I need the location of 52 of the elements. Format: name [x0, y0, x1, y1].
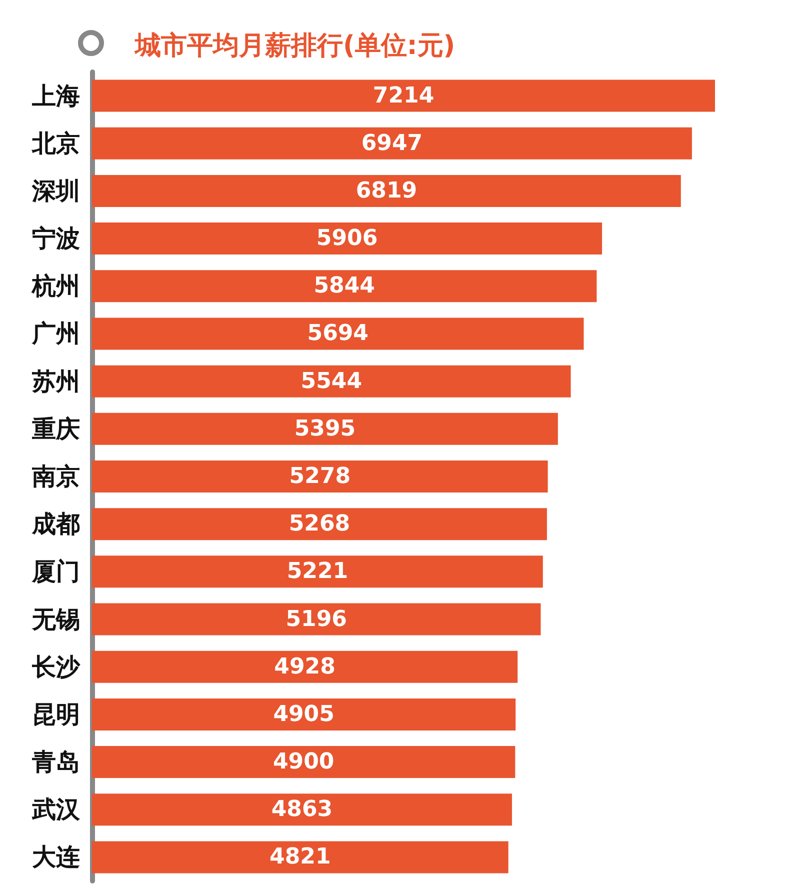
y-tick-label: 宁波 — [32, 224, 80, 253]
data-label: 7214 — [372, 83, 434, 108]
data-label: 5278 — [289, 464, 351, 489]
bar — [92, 794, 512, 826]
y-tick-label: 无锡 — [31, 605, 80, 634]
bar — [92, 508, 547, 540]
y-tick-label: 苏州 — [31, 367, 80, 396]
bar — [92, 318, 584, 350]
bar — [92, 222, 602, 255]
data-label: 4900 — [272, 750, 334, 775]
data-label: 5694 — [307, 321, 368, 346]
data-label: 5395 — [294, 416, 356, 442]
bar — [92, 603, 541, 636]
data-label: 6819 — [356, 178, 418, 204]
y-tick-label: 厦门 — [31, 558, 80, 586]
bar — [92, 412, 558, 445]
bar — [92, 698, 516, 730]
y-tick-label: 北京 — [31, 129, 80, 158]
data-label: 5844 — [314, 274, 375, 299]
y-tick-label: 长沙 — [31, 652, 81, 681]
y-tick-label: 上海 — [31, 82, 80, 110]
y-tick-label: 青岛 — [31, 748, 80, 776]
data-label: 5196 — [286, 606, 347, 632]
y-tick-label: 昆明 — [32, 700, 80, 728]
bar — [92, 127, 692, 160]
data-label: 5221 — [286, 559, 348, 584]
y-tick-label: 重庆 — [31, 414, 80, 443]
y-tick-label: 深圳 — [31, 176, 80, 205]
y-tick-label: 大连 — [32, 843, 80, 872]
y-tick-label: 杭州 — [31, 272, 80, 300]
y-tick-label: 广州 — [31, 320, 80, 348]
data-label: 4821 — [270, 844, 331, 870]
bar — [92, 650, 518, 683]
data-label: 4863 — [271, 797, 333, 822]
bar — [92, 174, 681, 207]
data-label: 5544 — [300, 368, 362, 394]
bar — [92, 270, 597, 302]
bar — [92, 746, 516, 778]
bar — [92, 365, 571, 398]
data-label: 5268 — [288, 512, 350, 537]
data-label: 4905 — [273, 702, 334, 727]
bar — [92, 556, 543, 588]
y-tick-label: 南京 — [31, 462, 80, 490]
data-label: 6947 — [361, 130, 423, 156]
data-label: 4928 — [274, 654, 336, 680]
bar — [92, 841, 508, 874]
bar — [92, 80, 715, 112]
data-label: 5906 — [316, 226, 378, 252]
y-tick-label: 成都 — [31, 510, 80, 538]
y-tick-label: 武汉 — [31, 796, 81, 824]
bar — [92, 460, 548, 492]
chart-title: 城市平均月薪排行(单位:元) — [134, 31, 456, 61]
